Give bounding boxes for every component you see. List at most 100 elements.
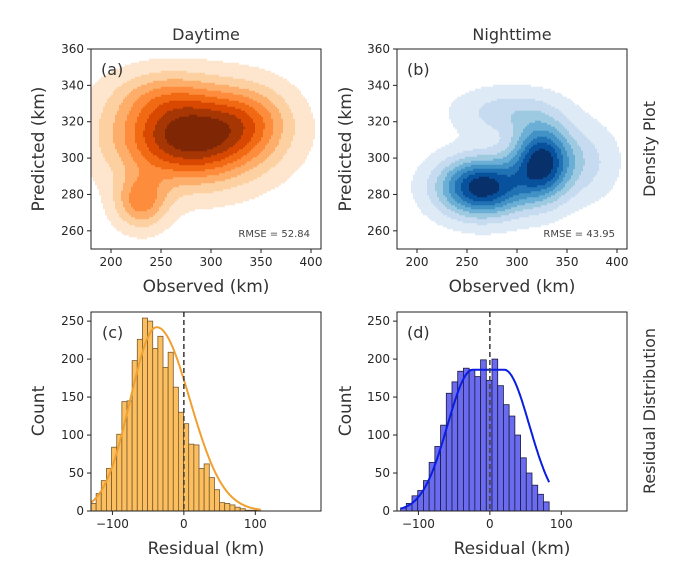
y-tick-label: 280	[367, 187, 390, 201]
panel-label-c: (c)	[102, 323, 123, 342]
x-axis-label-b: Observed (km)	[449, 277, 576, 297]
axes-frame-c	[90, 311, 322, 512]
panel-label-b: (b)	[407, 60, 430, 79]
panel-a-title: Daytime	[172, 25, 240, 44]
kde-curve	[91, 326, 261, 511]
x-axis-label-c: Residual (km)	[148, 539, 265, 559]
histogram-bar	[91, 503, 97, 511]
histogram-bar	[178, 411, 184, 511]
histogram-bar	[214, 489, 220, 511]
histogram-bar	[468, 369, 476, 511]
panel-b: Nighttime 200 250 300 350 400 260 280 300 320 340…	[336, 25, 659, 297]
x-tick-label: 350	[556, 255, 579, 269]
y-tick-label: 300	[61, 151, 84, 165]
x-tick-label: −100	[402, 517, 435, 531]
panel-label-d: (d)	[407, 323, 430, 342]
x-axis-label-a: Observed (km)	[143, 277, 270, 297]
y-tick-label: 360	[61, 42, 84, 56]
y-tick-label: 0	[76, 504, 84, 518]
x-tick-label: 400	[606, 255, 629, 269]
y-axis-label-c: Count	[29, 385, 49, 436]
histogram-bar	[229, 504, 236, 511]
histogram-bar	[219, 502, 226, 511]
x-tick-label: 250	[456, 255, 479, 269]
y-tick-label: 0	[382, 504, 390, 518]
x-tick-label: 100	[550, 517, 573, 531]
y-tick-label: 300	[367, 151, 390, 165]
y-tick-label: 150	[367, 390, 390, 404]
row-label-density: Density Plot	[640, 101, 659, 197]
x-axis-label-d: Residual (km)	[454, 539, 571, 559]
histogram-bar	[167, 351, 174, 511]
y-tick-label: 340	[367, 78, 390, 92]
histogram-bar	[497, 385, 504, 511]
y-tick-label: 100	[61, 428, 84, 442]
histogram-bar	[474, 376, 481, 511]
x-tick-label: 200	[406, 255, 429, 269]
y-axis-label-b: Predicted (km)	[336, 87, 356, 212]
histogram-bar	[234, 506, 241, 511]
histogram-bar	[147, 320, 154, 511]
contour-level-8	[469, 148, 553, 198]
histogram-bar	[188, 443, 195, 511]
rmse-annotation-b: RMSE = 43.95	[543, 229, 615, 240]
x-tick-label: 0	[180, 517, 188, 531]
histogram-bar	[208, 477, 215, 511]
x-tick-label: 250	[150, 255, 173, 269]
y-tick-label: 150	[61, 390, 84, 404]
histogram-bar	[514, 434, 521, 511]
contour-fill	[469, 148, 553, 198]
panel-label-a: (a)	[101, 60, 123, 79]
histogram-bar	[203, 463, 210, 511]
x-tick-label: 400	[300, 255, 323, 269]
y-axis-label-d: Count	[336, 385, 356, 436]
y-tick-label: 360	[367, 42, 390, 56]
y-tick-label: 320	[367, 115, 390, 129]
y-tick-label: 260	[367, 224, 390, 238]
histogram-bar	[224, 503, 231, 511]
y-tick-label: 250	[61, 314, 84, 328]
panel-a: Daytime 200 250 300 350 400 260 280 300 320 340 36…	[29, 25, 322, 297]
x-tick-label: 200	[100, 255, 123, 269]
histogram-bar	[537, 493, 544, 511]
y-tick-label: 200	[61, 352, 84, 366]
histogram-bar	[172, 386, 179, 511]
y-tick-label: 280	[61, 187, 84, 201]
histogram-bar	[525, 472, 533, 511]
x-tick-label: 0	[486, 517, 494, 531]
rmse-annotation-a: RMSE = 52.84	[238, 229, 310, 240]
row-label-residual: Residual Distribution	[640, 328, 659, 494]
y-tick-label: 260	[61, 224, 84, 238]
panel-c: −100 0 100 0 50 100 150 200 250 (c) Residual (km…	[29, 311, 322, 559]
histogram-bar	[508, 415, 516, 511]
axes-frame-d	[396, 311, 628, 512]
histogram-bar	[531, 484, 539, 511]
contour-fill	[165, 114, 231, 152]
axes-frame-a	[90, 48, 322, 250]
histogram-bar	[503, 404, 510, 511]
histogram-bar	[157, 335, 164, 511]
y-tick-label: 250	[367, 314, 390, 328]
histogram-bar	[198, 468, 205, 511]
histogram-bar	[463, 367, 470, 511]
y-tick-label: 320	[61, 115, 84, 129]
density-contours-a	[91, 58, 315, 240]
histogram-bar	[126, 400, 133, 511]
axes-frame-b	[396, 48, 628, 250]
histogram-bar	[193, 444, 200, 511]
histogram-bar	[152, 348, 159, 511]
x-tick-label: 100	[244, 517, 267, 531]
histogram-bar	[480, 359, 487, 511]
histogram-bar	[543, 501, 550, 511]
x-tick-label: 300	[506, 255, 529, 269]
x-tick-label: 350	[250, 255, 273, 269]
y-axis-label-a: Predicted (km)	[29, 87, 49, 212]
x-tick-label: 300	[200, 255, 223, 269]
contour-level-8	[165, 114, 231, 152]
density-contours-b	[411, 84, 621, 236]
x-tick-label: −100	[96, 517, 129, 531]
kde-curve	[400, 368, 551, 510]
panel-b-title: Nighttime	[472, 25, 551, 44]
y-tick-label: 50	[375, 466, 390, 480]
